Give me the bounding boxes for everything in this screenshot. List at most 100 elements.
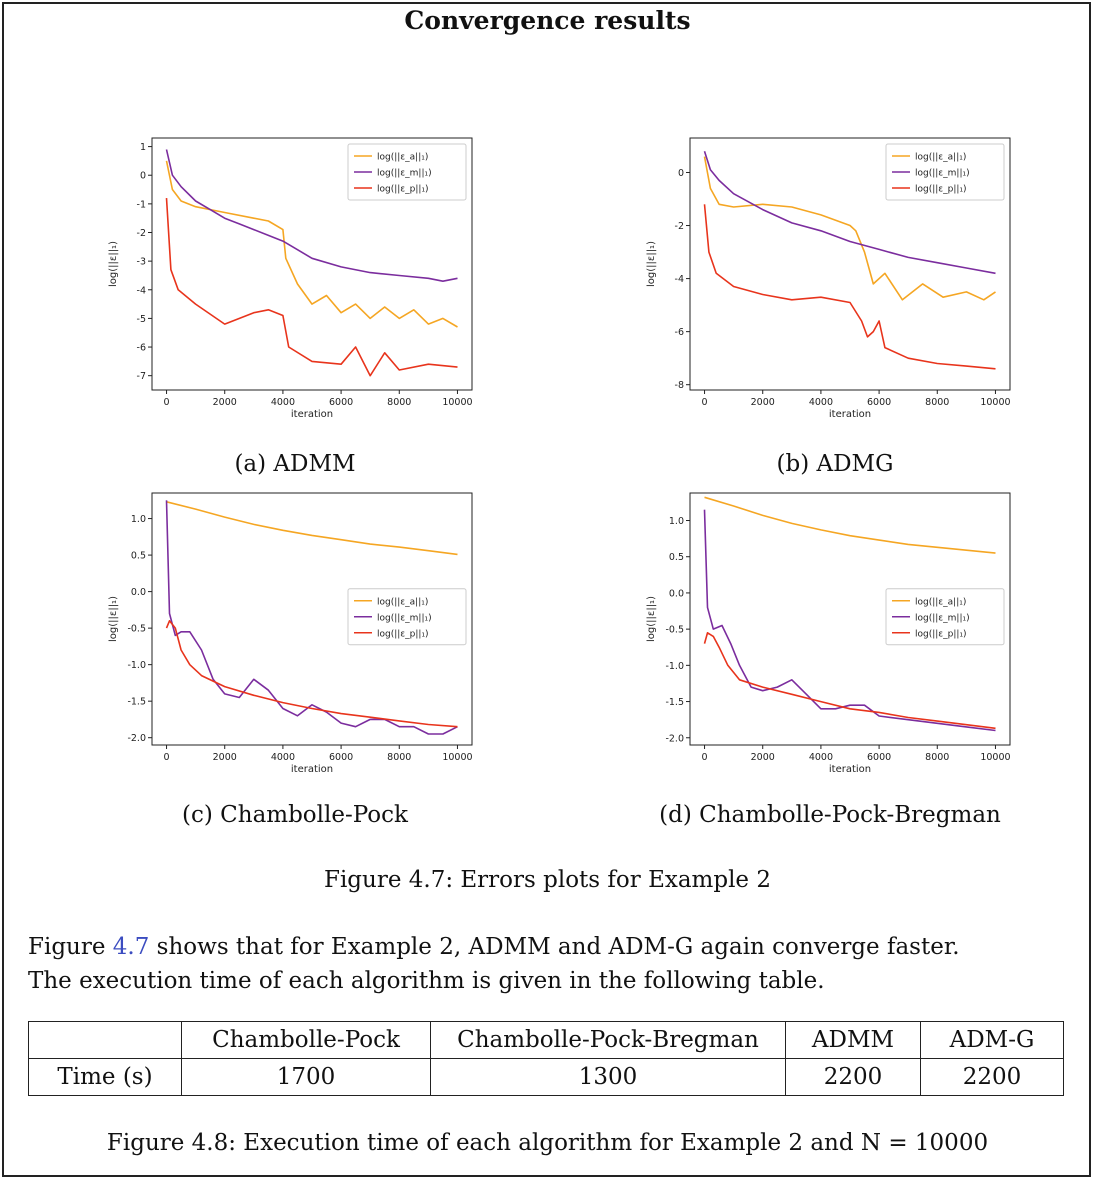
figure-caption: Figure 4.7: Errors plots for Example 2 <box>323 867 771 893</box>
y-tick-label: -2 <box>137 228 146 239</box>
y-tick-label: 0 <box>140 171 146 182</box>
series-line-2 <box>165 198 458 377</box>
y-tick-label: -7 <box>137 371 146 382</box>
y-tick-label: 0.0 <box>669 588 684 599</box>
legend-label: log(||ε_p||₁) <box>377 185 429 195</box>
table-cell: 2200 <box>920 1058 1064 1096</box>
x-tick-label: 6000 <box>867 752 891 763</box>
y-tick-label: 0.5 <box>131 551 146 562</box>
y-axis-label: log(||ε||₁) <box>646 596 657 642</box>
series-line-2 <box>165 620 458 728</box>
legend-box <box>347 143 467 201</box>
series-line-0 <box>704 496 996 554</box>
y-tick-label: 0 <box>678 168 684 179</box>
legend-label: log(||ε_a||₁) <box>915 597 966 607</box>
table-cell: Time (s) <box>28 1058 182 1096</box>
legend-label: log(||ε_p||₁) <box>915 185 967 195</box>
y-tick-label: -2.0 <box>127 733 146 744</box>
y-tick-label: -3 <box>137 257 146 268</box>
x-tick-label: 4000 <box>809 397 833 408</box>
subfigure-caption-c: (c) Chambolle-Pock <box>182 802 408 828</box>
x-tick-label: 0 <box>702 397 708 408</box>
legend-label: log(||ε_m||₁) <box>915 169 970 179</box>
legend-label: log(||ε_p||₁) <box>377 629 429 639</box>
series-line-0 <box>703 156 996 301</box>
x-tick-label: 2000 <box>751 397 775 408</box>
legend-label: log(||ε_m||₁) <box>377 613 432 623</box>
paragraph-text-end: shows that for Example 2, ADMM and ADM-G… <box>149 934 960 960</box>
x-tick-label: 8000 <box>925 752 949 763</box>
y-tick-label: -1 <box>137 199 146 210</box>
x-tick-label: 10000 <box>442 397 472 408</box>
y-tick-label: -0.5 <box>665 625 684 636</box>
x-axis-label: iteration <box>829 764 871 775</box>
x-tick-label: 2000 <box>213 397 237 408</box>
execution-time-table: Chambolle-Pock Chambolle-Pock-Bregman AD… <box>28 1021 1064 1096</box>
chart-chambolle-pock: 0 2000 4000 6000 8000 10000 1.0 0.5 0.0 -0.5 -1.0 -… <box>108 492 473 775</box>
y-tick-label: -1.0 <box>665 661 684 672</box>
x-tick-label: 4000 <box>271 397 295 408</box>
x-tick-label: 10000 <box>980 752 1010 763</box>
series-line-2 <box>703 204 996 370</box>
page-title: Convergence results <box>404 6 691 35</box>
legend-box <box>885 588 1005 646</box>
table-header-cell: ADM-G <box>920 1021 1064 1059</box>
x-tick-label: 8000 <box>387 752 411 763</box>
x-axis-label: iteration <box>829 409 871 420</box>
y-tick-label: 0.5 <box>669 552 684 563</box>
chart-admg: 0 2000 4000 6000 8000 10000 0 -2 -4 -6 -8 iteration… <box>646 137 1011 420</box>
series-line-1 <box>703 509 996 732</box>
y-tick-label: -1.0 <box>127 660 146 671</box>
y-tick-label: -0.5 <box>127 624 146 635</box>
y-tick-label: -4 <box>137 285 146 296</box>
series-line-0 <box>165 160 458 328</box>
series-line-0 <box>166 501 458 556</box>
paragraph-line-2: The execution time of each algorithm is … <box>28 968 825 994</box>
body-paragraph: Figure 4.7 shows that for Example 2, ADM… <box>28 930 1078 998</box>
legend-box <box>347 588 467 646</box>
y-tick-label: 1.0 <box>131 514 146 525</box>
table-header-cell: ADMM <box>785 1021 921 1059</box>
y-tick-label: -1.5 <box>665 697 684 708</box>
y-tick-label: -1.5 <box>127 697 146 708</box>
x-tick-label: 8000 <box>387 397 411 408</box>
y-axis-label: log(||ε||₁) <box>646 241 657 287</box>
paragraph-text-start: Figure <box>28 934 113 960</box>
legend-label: log(||ε_a||₁) <box>915 153 966 163</box>
y-tick-label: 0.0 <box>131 587 146 598</box>
subfigure-caption-b: (b) ADMG <box>776 451 894 477</box>
x-tick-label: 2000 <box>751 752 775 763</box>
chart-chambolle-pock-bregman: 0 2000 4000 6000 8000 10000 1.0 0.5 0.0 -0.5 -1.0 -… <box>646 492 1011 775</box>
x-axis-label: iteration <box>291 409 333 420</box>
legend-box <box>885 143 1005 201</box>
y-tick-label: -2 <box>675 221 684 232</box>
table-header-cell: Chambolle-Pock-Bregman <box>430 1021 786 1059</box>
y-tick-label: 1.0 <box>669 516 684 527</box>
x-tick-label: 10000 <box>442 752 472 763</box>
series-line-1 <box>165 149 458 282</box>
y-axis-label: log(||ε||₁) <box>108 596 119 642</box>
series-line-2 <box>703 632 996 730</box>
y-tick-label: -2.0 <box>665 733 684 744</box>
legend-label: log(||ε_m||₁) <box>377 169 432 179</box>
x-tick-label: 10000 <box>980 397 1010 408</box>
x-tick-label: 4000 <box>271 752 295 763</box>
x-tick-label: 0 <box>164 752 170 763</box>
y-tick-label: -8 <box>675 380 684 391</box>
x-tick-label: 6000 <box>329 752 353 763</box>
x-tick-label: 6000 <box>329 397 353 408</box>
y-tick-label: -6 <box>137 343 146 354</box>
x-axis-label: iteration <box>291 764 333 775</box>
y-tick-label: -4 <box>675 274 684 285</box>
series-line-1 <box>703 151 996 275</box>
y-tick-label: -5 <box>137 314 146 325</box>
figure-reference-link[interactable]: 4.7 <box>112 934 150 960</box>
chart-admm: 0 2000 4000 6000 8000 10000 1 0 -1 -2 -3 -4 -5 -6 -7 it… <box>108 137 473 420</box>
legend-label: log(||ε_a||₁) <box>377 153 428 163</box>
table-row: Time (s) 1700 1300 2200 2200 <box>28 1058 1064 1096</box>
table-cell: 1700 <box>181 1058 431 1096</box>
y-tick-label: 1 <box>140 142 146 153</box>
x-tick-label: 4000 <box>809 752 833 763</box>
legend-label: log(||ε_a||₁) <box>377 597 428 607</box>
